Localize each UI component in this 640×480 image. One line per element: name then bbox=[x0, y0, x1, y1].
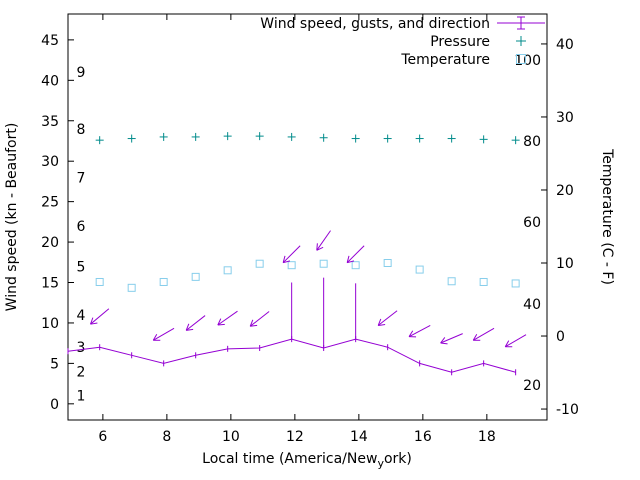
y-left-tick-label: 25 bbox=[41, 195, 59, 211]
x-tick-label: 12 bbox=[286, 429, 304, 445]
wind-direction-arrow bbox=[249, 311, 270, 327]
y-left-tick-label: 0 bbox=[50, 397, 59, 413]
temperature-point bbox=[415, 265, 424, 274]
fahrenheit-label: 40 bbox=[523, 297, 541, 313]
wind-direction-arrow bbox=[316, 230, 331, 251]
wind-direction-arrow bbox=[185, 315, 206, 331]
y-right-tick-label: 30 bbox=[556, 110, 574, 126]
temperature-point bbox=[479, 277, 488, 286]
x-tick-label: 10 bbox=[222, 429, 240, 445]
x-tick-label: 6 bbox=[98, 429, 107, 445]
legend-label-wind: Wind speed, gusts, and direction bbox=[260, 16, 490, 32]
y-left-axis-title: Wind speed (kn - Beaufort) bbox=[4, 123, 20, 312]
beaufort-label: 4 bbox=[77, 308, 86, 324]
fahrenheit-label: 100 bbox=[514, 53, 541, 69]
legend-label-temperature: Temperature bbox=[400, 52, 490, 68]
wind-direction-arrow bbox=[152, 327, 175, 341]
y-right-axis-title: Temperature (C - F) bbox=[599, 148, 615, 285]
temperature-point bbox=[447, 277, 456, 286]
y-left-tick-label: 35 bbox=[41, 114, 59, 130]
beaufort-label: 5 bbox=[77, 259, 86, 275]
y-left-tick-label: 15 bbox=[41, 276, 59, 292]
legend-key-wind bbox=[497, 16, 545, 30]
legend-key-temperature bbox=[516, 54, 526, 64]
wind-direction-arrow bbox=[472, 327, 495, 341]
fahrenheit-label: 20 bbox=[523, 378, 541, 394]
temperature-point bbox=[255, 259, 264, 268]
y-right-tick-label: 40 bbox=[556, 37, 574, 53]
y-left-tick-label: 45 bbox=[41, 33, 59, 49]
y-left-tick-label: 5 bbox=[50, 356, 59, 372]
wind-direction-arrow bbox=[90, 308, 110, 325]
y-right-tick-label: 0 bbox=[556, 329, 565, 345]
wind-direction-arrow bbox=[282, 245, 301, 264]
x-axis-title: Local time (America/Newyork) bbox=[202, 451, 412, 470]
legend-label-pressure: Pressure bbox=[430, 34, 490, 50]
pressure-series bbox=[95, 132, 520, 145]
x-tick-label: 14 bbox=[350, 429, 368, 445]
temperature-point bbox=[511, 279, 520, 288]
wind-direction-arrow bbox=[377, 310, 398, 326]
beaufort-label: 3 bbox=[77, 340, 86, 356]
wind-series bbox=[67, 230, 527, 376]
y-left-tick-label: 30 bbox=[41, 154, 59, 170]
temperature-point bbox=[287, 261, 296, 270]
y-right-tick-label: 10 bbox=[556, 256, 574, 272]
temperature-point bbox=[223, 266, 232, 275]
beaufort-label: 2 bbox=[77, 364, 86, 380]
y-right-tick-label: 20 bbox=[556, 183, 574, 199]
x-tick-label: 18 bbox=[478, 429, 496, 445]
beaufort-label: 6 bbox=[77, 219, 86, 235]
wind-direction-arrow bbox=[408, 324, 431, 338]
wind-direction-arrow bbox=[346, 245, 365, 264]
y-right-tick-label: -10 bbox=[556, 402, 579, 418]
legend-key-pressure bbox=[516, 36, 526, 46]
wind-direction-arrow bbox=[440, 333, 463, 345]
x-tick-label: 16 bbox=[414, 429, 432, 445]
beaufort-label: 9 bbox=[77, 65, 86, 81]
temperature-point bbox=[383, 259, 392, 268]
x-tick-label: 8 bbox=[162, 429, 171, 445]
legend: Wind speed, gusts, and direction Pressure… bbox=[260, 16, 545, 68]
y-left-tick-label: 10 bbox=[41, 316, 59, 332]
temperature-point bbox=[95, 277, 104, 286]
temperature-point bbox=[191, 272, 200, 281]
beaufort-label: 8 bbox=[77, 122, 86, 138]
y-left-tick-label: 20 bbox=[41, 235, 59, 251]
plot-border bbox=[67, 13, 548, 421]
x-axis: 6 8 10 12 14 16 18 bbox=[98, 14, 496, 445]
temperature-point bbox=[127, 283, 136, 292]
temperature-point bbox=[319, 259, 328, 268]
fahrenheit-label: 80 bbox=[523, 134, 541, 150]
temperature-point bbox=[351, 261, 360, 270]
y-right-axis: -10 0 10 20 30 40 20 40 60 80 100 bbox=[514, 37, 579, 418]
beaufort-label: 1 bbox=[77, 389, 86, 405]
wind-direction-arrow bbox=[504, 334, 527, 348]
wind-direction-arrow bbox=[217, 310, 238, 326]
beaufort-label: 7 bbox=[77, 170, 86, 186]
temperature-series bbox=[95, 259, 520, 292]
temperature-point bbox=[159, 277, 168, 286]
y-left-tick-label: 40 bbox=[41, 73, 59, 89]
fahrenheit-label: 60 bbox=[523, 215, 541, 231]
